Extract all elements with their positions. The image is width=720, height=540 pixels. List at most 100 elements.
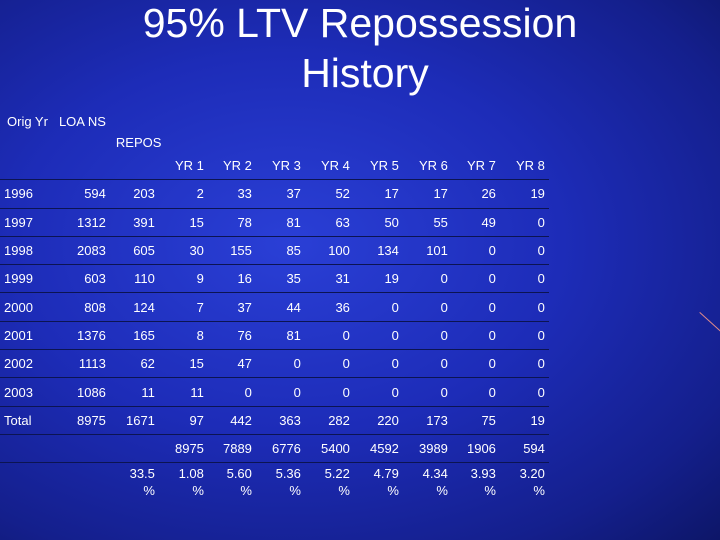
value-cell: 0: [255, 349, 305, 379]
title-line-2: History: [301, 50, 429, 96]
year-rate-cell: 3.93%: [470, 466, 496, 499]
year-col-header: YR 8: [499, 152, 549, 181]
value-cell: 9: [158, 264, 208, 294]
table-row: 1997 1312 391 15 78 81 63 50 55 49 0: [0, 208, 549, 237]
repos-header: REPOS: [115, 135, 162, 150]
value-cell: 0: [402, 349, 452, 379]
value-cell: 0: [451, 292, 500, 322]
repossession-table: Orig Yr LOA NS REPOS YR 1 YR 2 YR 3 YR 4 YR …: [0, 112, 549, 499]
value-cell: 50: [353, 208, 403, 237]
value-cell: 0: [402, 292, 452, 322]
value-cell: 8: [158, 321, 208, 351]
table-row: 1998 2083 605 30 155 85 100 134 101 0 0: [0, 236, 549, 266]
year-rate-cell: 4.34%: [422, 466, 448, 499]
year-col-header: YR 7: [451, 152, 500, 181]
value-cell: 0: [353, 292, 403, 322]
table-row: 1996 594 203 2 33 37 52 17 17 26 19: [0, 179, 549, 209]
loans-cell: 1312: [51, 208, 110, 237]
value-cell: 0: [451, 349, 500, 379]
repos-cell: 391: [109, 208, 159, 237]
repos-rate-cell: 33.5%: [129, 466, 155, 499]
value-cell: 282: [304, 406, 354, 435]
value-cell: 47: [207, 349, 256, 379]
value-cell: 0: [499, 264, 549, 294]
repos-cell: 110: [109, 264, 159, 294]
repos-cell: 62: [109, 349, 159, 379]
exposure-cell: 3989: [402, 434, 452, 464]
value-cell: 100: [304, 236, 354, 266]
value-cell: 220: [353, 406, 403, 435]
row-label: 1998: [0, 236, 52, 266]
repos-cell: 11: [109, 377, 159, 407]
value-cell: 173: [402, 406, 452, 435]
value-cell: 31: [304, 264, 354, 294]
row-label: 2000: [0, 292, 52, 322]
value-cell: 0: [499, 292, 549, 322]
value-cell: 81: [255, 321, 305, 351]
value-cell: 15: [158, 208, 208, 237]
value-cell: 19: [499, 179, 549, 209]
value-cell: 52: [304, 179, 354, 209]
value-cell: 2: [158, 179, 208, 209]
exposure-cell: 4592: [353, 434, 403, 464]
value-cell: 17: [402, 179, 452, 209]
loans-cell: 1376: [51, 321, 110, 351]
value-cell: 76: [207, 321, 256, 351]
year-rate-cell: 4.79%: [373, 466, 399, 499]
repos-cell: 605: [109, 236, 159, 266]
value-cell: 26: [451, 179, 500, 209]
value-cell: 37: [255, 179, 305, 209]
row-label: 1997: [0, 208, 52, 237]
year-col-header: YR 1: [158, 152, 208, 181]
loans-cell: 603: [51, 264, 110, 294]
value-cell: 37: [207, 292, 256, 322]
value-cell: 30: [158, 236, 208, 266]
year-rate-cell: 5.60%: [226, 466, 252, 499]
year-rate-cell: 5.36%: [275, 466, 301, 499]
value-cell: 0: [499, 321, 549, 351]
rate-row: 33.5% 1.08% 5.60% 5.36% 5.22% 4.79% 4.34% 3.93…: [0, 463, 549, 500]
exposure-cell: 1906: [451, 434, 500, 464]
value-cell: 134: [353, 236, 403, 266]
year-rate-cell: 5.22%: [324, 466, 350, 499]
table-row: 1999 603 110 9 16 35 31 19 0 0 0: [0, 264, 549, 294]
loans-cell: 1113: [51, 349, 110, 379]
value-cell: 35: [255, 264, 305, 294]
value-cell: 55: [402, 208, 452, 237]
title-line-1: 95% LTV Repossession: [142, 0, 578, 46]
repos-cell: 1671: [109, 406, 159, 435]
value-cell: 0: [451, 236, 500, 266]
value-cell: 0: [353, 349, 403, 379]
value-cell: 78: [207, 208, 256, 237]
year-rate-cell: 1.08%: [178, 466, 204, 499]
value-cell: 0: [499, 377, 549, 407]
row-label: 2001: [0, 321, 52, 351]
row-label: 1996: [0, 179, 52, 209]
repos-cell: 203: [109, 179, 159, 209]
value-cell: 0: [402, 377, 452, 407]
exposure-row: 8975 7889 6776 5400 4592 3989 1906 594: [0, 434, 549, 464]
table-row: 2002 1113 62 15 47 0 0 0 0 0 0: [0, 349, 549, 379]
table-row: 2003 1086 11 11 0 0 0 0 0 0 0: [0, 377, 549, 407]
value-cell: 19: [353, 264, 403, 294]
table-row: 2000 808 124 7 37 44 36 0 0 0 0: [0, 292, 549, 322]
value-cell: 0: [451, 377, 500, 407]
table-row: 2001 1376 165 8 76 81 0 0 0 0 0: [0, 321, 549, 351]
decorative-line: [699, 312, 720, 333]
value-cell: 7: [158, 292, 208, 322]
value-cell: 33: [207, 179, 256, 209]
loans-cell: 594: [51, 179, 110, 209]
value-cell: 49: [451, 208, 500, 237]
value-cell: 16: [207, 264, 256, 294]
value-cell: 0: [402, 264, 452, 294]
loans-cell: 2083: [51, 236, 110, 266]
value-cell: 0: [353, 321, 403, 351]
value-cell: 0: [451, 264, 500, 294]
value-cell: 101: [402, 236, 452, 266]
value-cell: 442: [207, 406, 256, 435]
row-label: Total: [0, 406, 52, 435]
loans-header: LOA NS: [58, 114, 106, 129]
value-cell: 75: [451, 406, 500, 435]
row-label: 2003: [0, 377, 52, 407]
year-col-header: YR 6: [402, 152, 452, 181]
